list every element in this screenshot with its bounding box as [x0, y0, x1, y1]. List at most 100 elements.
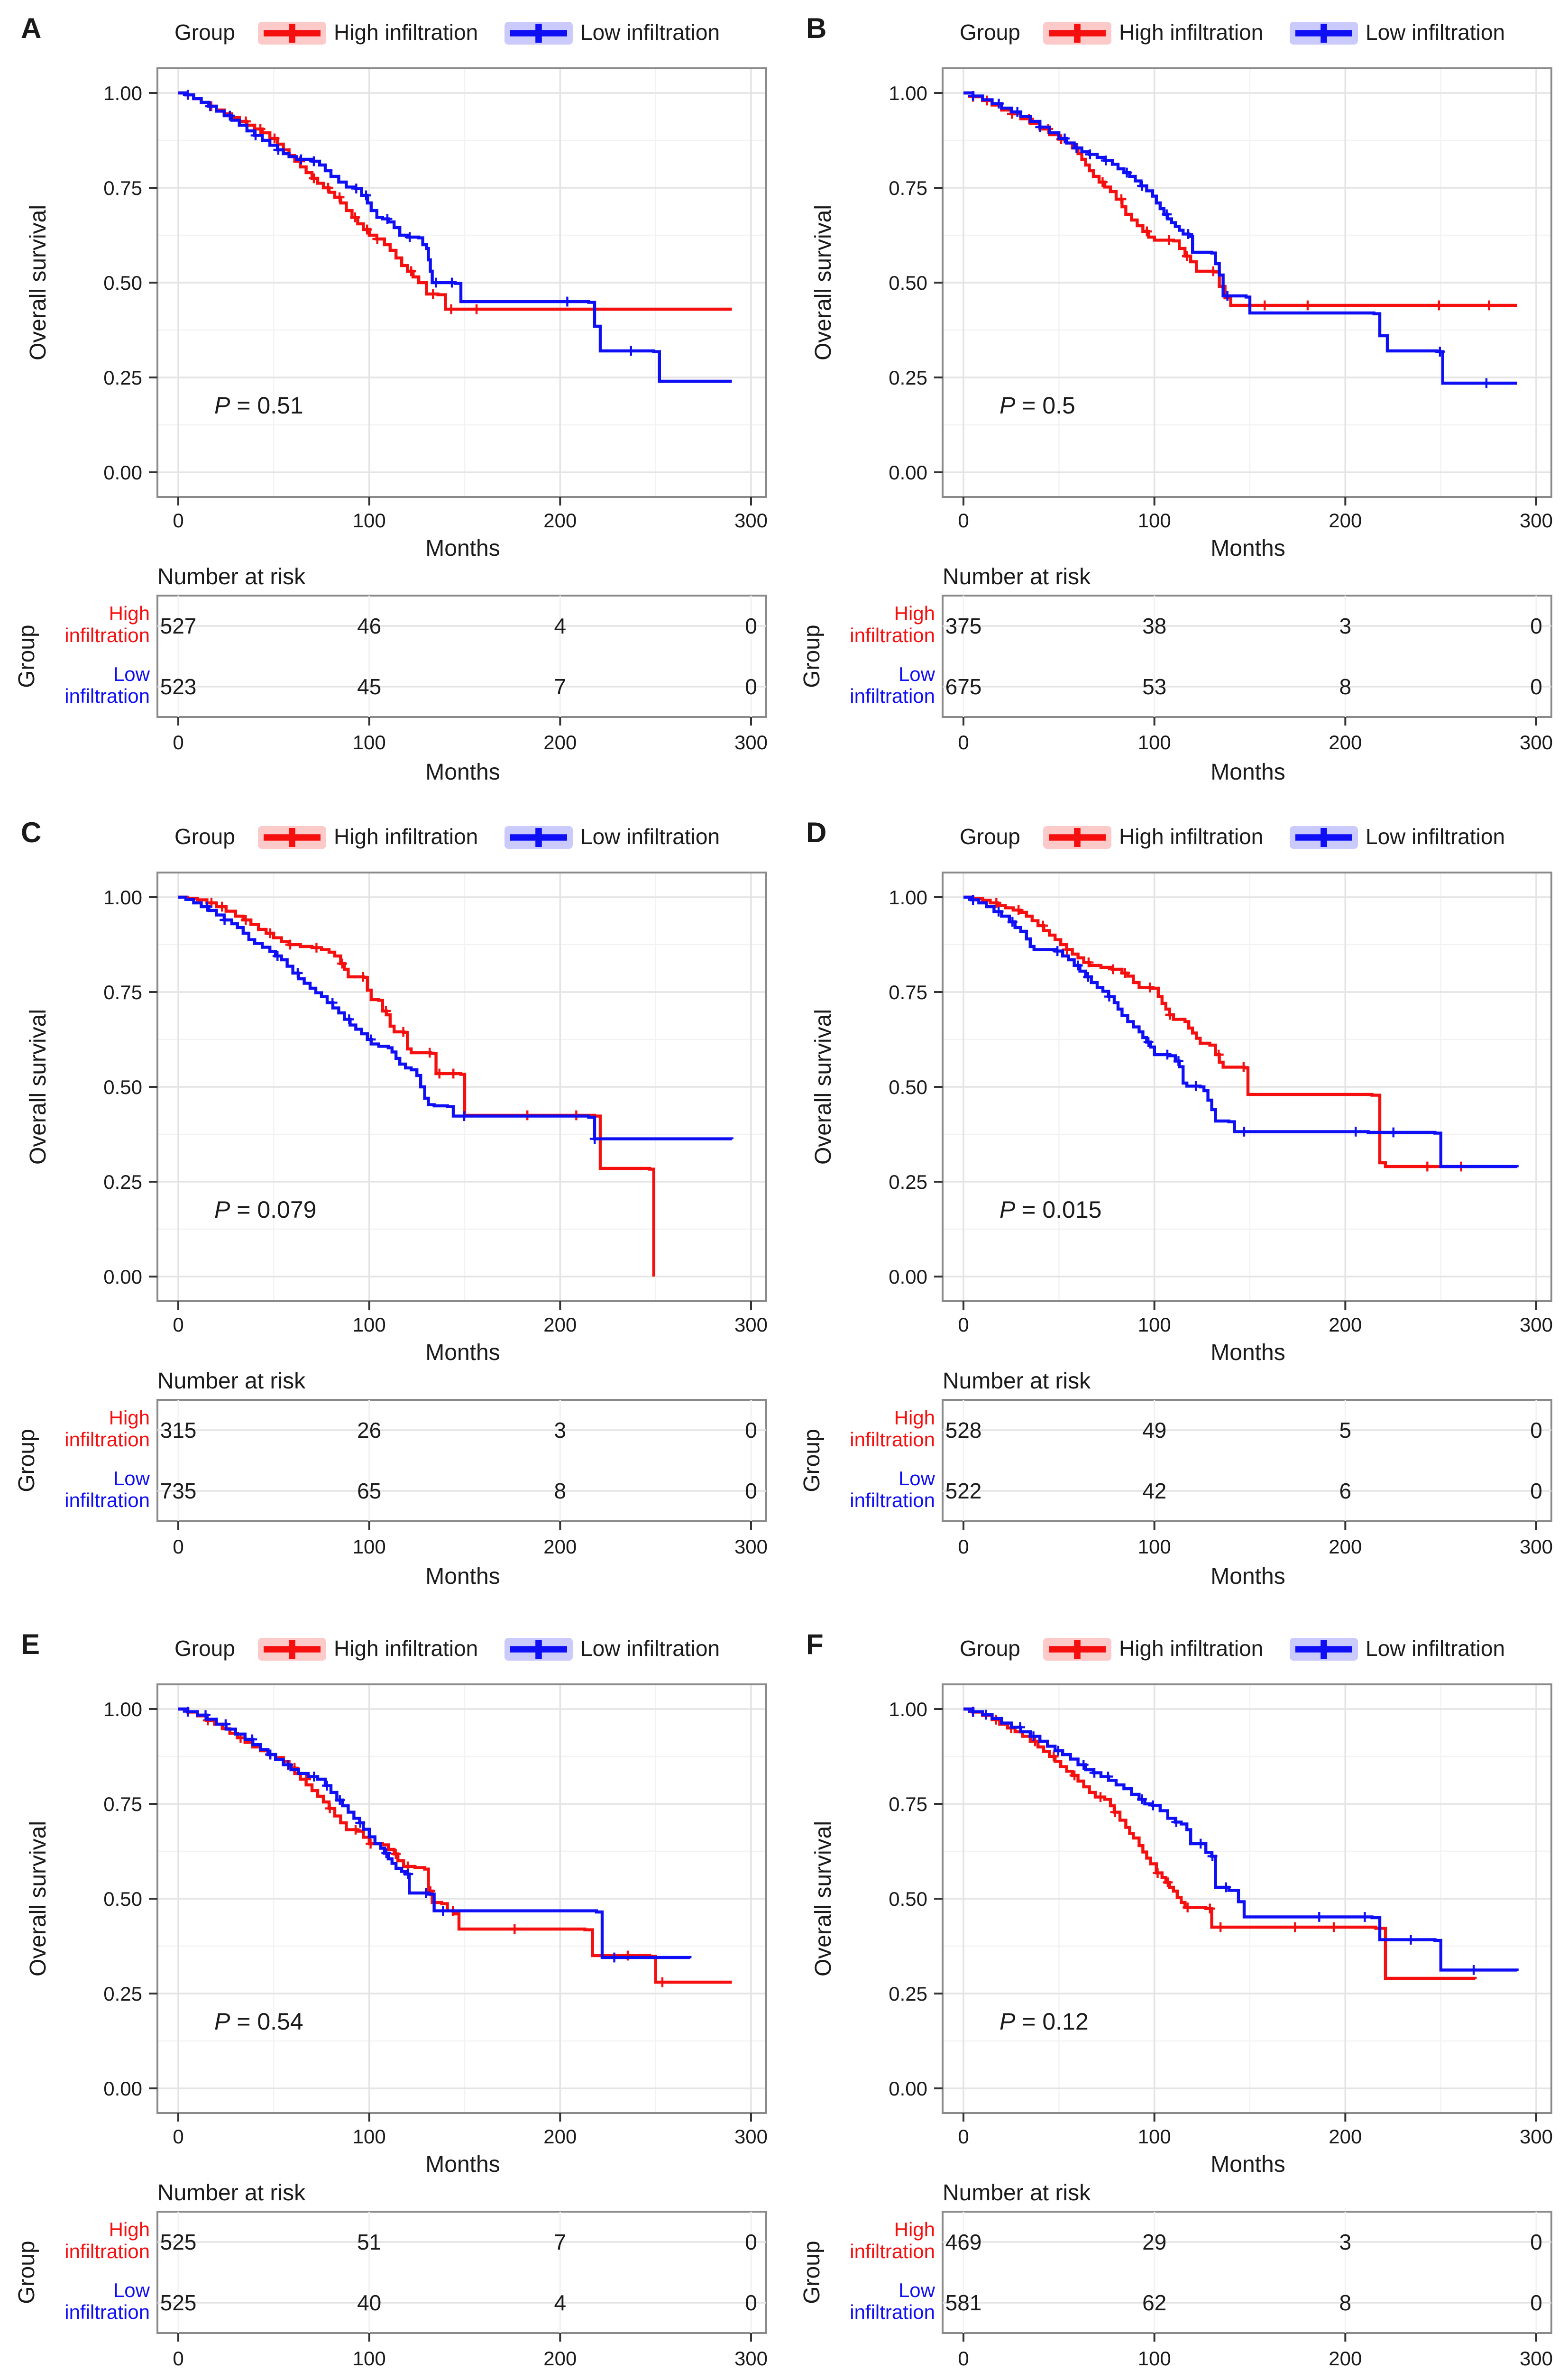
axes: 1.00 0.75 0.50 0.25 0.00 0 100 200 300 Overall su…	[811, 886, 1553, 1365]
risk-x-tick: 0	[958, 1535, 969, 1558]
x-tick-label: 200	[543, 2125, 577, 2148]
risk-value: 7	[554, 674, 567, 699]
x-tick-label: 0	[958, 2125, 969, 2148]
risk-row-label: Low	[899, 663, 935, 685]
y-axis-title: Overall survival	[26, 1821, 51, 1976]
y-axis-title: Overall survival	[811, 1821, 836, 1976]
risk-value: 51	[357, 2230, 381, 2254]
legend: Group High infiltration Low infiltration	[960, 1636, 1505, 1661]
risk-value: 0	[745, 1479, 757, 1503]
risk-group-axis-title: Group	[15, 2241, 39, 2304]
x-tick-label: 300	[1520, 2125, 1553, 2148]
panel-letter: C	[21, 817, 41, 848]
risk-border	[156, 595, 767, 718]
risk-value: 0	[745, 1418, 757, 1443]
risk-value: 8	[1339, 2290, 1352, 2315]
risk-border	[156, 1399, 767, 1522]
legend-label-low: Low infiltration	[1366, 824, 1505, 849]
risk-value: 42	[1142, 1479, 1166, 1503]
x-tick-label: 100	[353, 1314, 386, 1336]
y-axis-title: Overall survival	[811, 205, 836, 360]
risk-header: Number at risk	[157, 564, 306, 589]
risk-row-label: Low	[899, 1467, 935, 1489]
km-step-line	[178, 895, 734, 1140]
y-tick-label: 0.50	[103, 1076, 142, 1098]
risk-x-tick: 100	[353, 1535, 386, 1558]
x-tick-label: 300	[734, 509, 768, 532]
risk-x-tick: 300	[734, 1535, 768, 1558]
risk-header: Number at risk	[943, 2180, 1091, 2206]
axes: 1.00 0.75 0.50 0.25 0.00 0 100 200 300 Overall su…	[811, 1698, 1553, 2177]
x-tick-label: 300	[1520, 1314, 1553, 1336]
panel-slot-b: B Group High infiltration Low infiltration 1…	[799, 8, 1568, 810]
risk-row-label: infiltration	[850, 2301, 935, 2323]
risk-x-tick: 300	[734, 731, 768, 754]
risk-value: 49	[1142, 1418, 1166, 1443]
p-value: P = 0.12	[999, 2008, 1089, 2035]
risk-value: 675	[945, 674, 982, 699]
risk-row-label: infiltration	[850, 685, 935, 707]
risk-x-tick: 100	[353, 731, 386, 754]
x-tick-label: 100	[1138, 2125, 1171, 2148]
risk-x-tick: 300	[734, 2347, 768, 2370]
risk-group-axis-title: Group	[800, 625, 825, 688]
km-curve-high	[963, 895, 1479, 1172]
y-tick-label: 1.00	[103, 1698, 142, 1720]
km-panel-B: B Group High infiltration Low infiltration1…	[799, 12, 1553, 785]
risk-x-tick: 100	[1138, 1535, 1171, 1558]
x-axis-title: Months	[425, 536, 500, 561]
risk-value: 581	[945, 2290, 982, 2315]
risk-value: 525	[160, 2230, 197, 2254]
y-tick-label: 0.75	[103, 1793, 142, 1815]
risk-value: 29	[1142, 2230, 1166, 2254]
p-value: P = 0.51	[214, 392, 303, 419]
x-tick-label: 200	[1329, 509, 1362, 532]
risk-value: 0	[1530, 674, 1542, 699]
legend-label-high: High infiltration	[1119, 824, 1263, 849]
risk-row-label: infiltration	[64, 1428, 150, 1451]
legend-label-low: Low infiltration	[1366, 1636, 1505, 1661]
risk-row-label: High	[894, 1406, 935, 1429]
risk-x-tick: 200	[1329, 731, 1362, 754]
panel-letter: D	[806, 817, 826, 848]
p-value: P = 0.015	[999, 1196, 1101, 1223]
axes: 1.00 0.75 0.50 0.25 0.00 0 100 200 300 Overall su…	[811, 82, 1553, 561]
risk-value: 0	[745, 2230, 757, 2254]
km-step-line	[963, 91, 1517, 385]
risk-x-tick: 0	[958, 731, 969, 754]
risk-header: Number at risk	[943, 564, 1091, 589]
legend: Group High infiltration Low infiltration	[960, 824, 1505, 849]
plot-grid	[157, 873, 766, 1301]
km-panel-D: D Group High infiltration Low infiltration1…	[799, 817, 1553, 1589]
legend-label-low: Low infiltration	[580, 824, 720, 849]
legend: Group High infiltration Low infiltration	[174, 20, 720, 45]
y-tick-label: 0.50	[103, 272, 142, 294]
risk-value: 7	[554, 2230, 567, 2254]
y-tick-label: 0.75	[889, 1793, 927, 1815]
risk-value: 469	[945, 2230, 982, 2254]
y-tick-label: 0.25	[889, 1983, 927, 2005]
risk-value: 65	[357, 1479, 381, 1503]
y-tick-label: 0.25	[889, 1171, 927, 1193]
legend-label-low: Low infiltration	[1366, 20, 1505, 45]
km-step-line	[963, 91, 1517, 307]
km-curve-low	[178, 895, 734, 1144]
risk-row-label: High	[109, 1406, 150, 1429]
risk-row-label: Low	[899, 2279, 935, 2301]
risk-x-title: Months	[425, 1564, 500, 1589]
risk-value: 0	[1530, 2230, 1542, 2254]
legend: Group High infiltration Low infiltration	[174, 1636, 720, 1661]
y-axis-title: Overall survival	[811, 1009, 836, 1165]
panel-slot-a: A Group High infiltration Low infiltration 1…	[14, 8, 783, 810]
risk-value: 8	[1339, 674, 1352, 699]
risk-row-label: High	[109, 602, 150, 625]
risk-group-axis-title: Group	[15, 625, 39, 688]
risk-x-tick: 200	[543, 1535, 577, 1558]
risk-row-label: High	[894, 602, 935, 625]
x-tick-label: 100	[353, 509, 386, 532]
panel-letter: A	[21, 12, 41, 44]
risk-row-label: Low	[113, 1467, 150, 1489]
p-value: P = 0.079	[214, 1196, 316, 1223]
